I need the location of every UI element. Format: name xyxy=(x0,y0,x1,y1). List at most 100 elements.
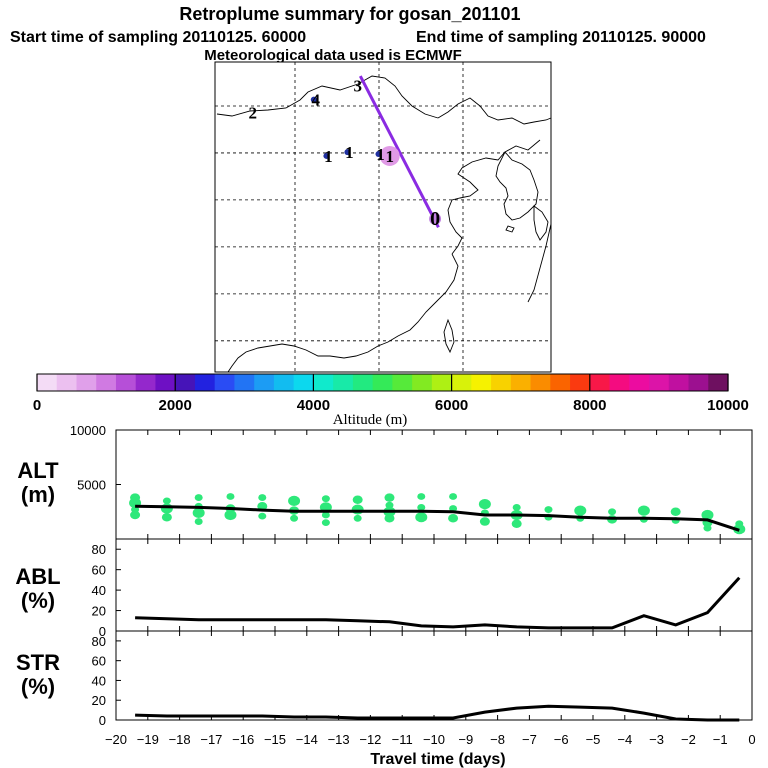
alt-scatter-point xyxy=(417,493,426,500)
alt-scatter-point xyxy=(194,494,203,501)
x-tick-labels: −20 −19 −18 −17 −16 −15 −14 −13 −12 −11 −10 −9 −8 −7−… xyxy=(105,732,756,747)
alt-scatter-point xyxy=(544,506,553,513)
taiwan xyxy=(443,318,455,354)
coastlines xyxy=(216,75,552,373)
alt-scatter-point xyxy=(160,503,173,514)
abl-label: ABL xyxy=(15,564,60,589)
map-marker-label: 1 xyxy=(376,145,385,164)
colorbar-tick-label: 10000 xyxy=(707,397,749,414)
alt-scatter-point xyxy=(258,494,267,501)
colorbar-tick-label: 4000 xyxy=(297,397,330,414)
alt-scatter-point xyxy=(701,509,714,521)
str-ytick-label: 20 xyxy=(92,693,106,708)
abl-xticks xyxy=(115,539,753,631)
x-tick-label: −4 xyxy=(617,732,632,747)
x-tick-label: −10 xyxy=(423,732,445,747)
korea-peninsula xyxy=(495,151,539,221)
str-ytick-label: 80 xyxy=(92,634,106,649)
x-tick-label: −14 xyxy=(296,732,318,747)
alt-mean-line xyxy=(135,504,740,532)
jeju-island xyxy=(505,225,515,233)
str-ytick-label: 0 xyxy=(99,713,106,728)
colorbar-cell xyxy=(194,374,216,391)
map-marker-7: 4 xyxy=(310,91,321,110)
alt-ytick-label: 5000 xyxy=(77,478,106,493)
colorbar-cell xyxy=(175,374,196,391)
x-tick-label: −5 xyxy=(586,732,601,747)
alt-scatter-point xyxy=(257,502,268,511)
colorbar-cell xyxy=(550,374,571,391)
x-tick-label: −6 xyxy=(554,732,569,747)
abl-ytick-label: 40 xyxy=(92,583,106,598)
colorbar-cell xyxy=(451,374,472,391)
x-tick-label: −2 xyxy=(681,732,696,747)
map-marker-label: 3 xyxy=(354,76,363,95)
plume-centroid-line xyxy=(358,75,440,229)
colorbar-cell xyxy=(708,374,729,391)
x-tick-label: −12 xyxy=(359,732,381,747)
alt-scatter-point xyxy=(353,514,362,522)
alt-scatter-point xyxy=(449,493,458,500)
colorbar-label: Altitude (m) xyxy=(333,412,408,428)
alt-scatter-point xyxy=(449,505,458,512)
str-unit: (%) xyxy=(21,674,55,699)
abl-frame xyxy=(115,538,753,632)
end-time-label: End time of sampling 20110125. 90000 xyxy=(416,29,706,46)
alt-scatter-point xyxy=(415,512,428,523)
map-marker-6: 3 xyxy=(354,76,363,95)
colorbar-cell xyxy=(609,374,630,391)
alt-scatter-point xyxy=(290,514,299,522)
alt-scatter-point xyxy=(574,505,587,516)
map-marker-bubble xyxy=(379,145,400,166)
alt-scatter-point xyxy=(224,509,237,521)
colorbar-cell xyxy=(155,374,176,391)
x-tick-label: −3 xyxy=(649,732,664,747)
map-marker-5: 2 xyxy=(249,104,258,123)
alt-label: ALT xyxy=(17,458,59,483)
colorbar-ticks: 0 2000 4000 6000 8000 10000 xyxy=(33,374,749,414)
colorbar-cell xyxy=(412,374,433,391)
map-marker-label: 4 xyxy=(312,91,321,110)
alt-scatter-point xyxy=(194,518,203,525)
colorbar-cell xyxy=(214,374,236,391)
colorbar-cell xyxy=(570,374,591,391)
alt-scatter-point xyxy=(479,517,490,526)
abl-ytick-label: 60 xyxy=(92,563,106,578)
alt-scatter-point xyxy=(478,499,491,510)
colorbar-tick-label: 8000 xyxy=(573,397,606,414)
x-tick-label: −11 xyxy=(392,732,413,747)
x-tick-label: −18 xyxy=(169,732,191,747)
alt-scatter-point xyxy=(161,512,172,522)
map-marker-label: 1 xyxy=(345,143,354,162)
alt-scatter-point xyxy=(288,495,301,506)
mongolia-border xyxy=(216,75,439,119)
alt-scatter-point xyxy=(162,497,171,505)
colorbar-tick-label: 2000 xyxy=(159,397,192,414)
map-marker-dot xyxy=(344,149,351,156)
alt-scatter-point xyxy=(448,514,459,523)
colorbar-cell xyxy=(76,374,97,391)
alt-scatter-point xyxy=(384,514,395,523)
str-line xyxy=(135,704,740,722)
alt-xticks xyxy=(115,430,753,539)
abl-unit: (%) xyxy=(21,588,55,613)
x-tick-label: −17 xyxy=(200,732,222,747)
colorbar-cell xyxy=(471,374,492,391)
colorbar-cell xyxy=(96,374,117,391)
colorbar-cell xyxy=(352,374,374,391)
alt-scatter-point xyxy=(703,524,712,532)
colorbar-tick-label: 6000 xyxy=(435,397,468,414)
map-marker-label: 1 xyxy=(385,147,394,166)
abl-yticks: 80 60 40 20 0 xyxy=(92,542,121,639)
abl-ytick-label: 80 xyxy=(92,542,106,557)
alt-scatter-point xyxy=(670,507,681,516)
colorbar-cell xyxy=(589,374,611,391)
colorbar-cell xyxy=(530,374,551,391)
map-marker-2: 1 xyxy=(375,145,385,164)
alt-scatter-point xyxy=(385,501,394,509)
china-south-coast xyxy=(227,253,459,373)
alt-scatter-point xyxy=(321,495,330,503)
x-tick-label: −16 xyxy=(232,732,254,747)
